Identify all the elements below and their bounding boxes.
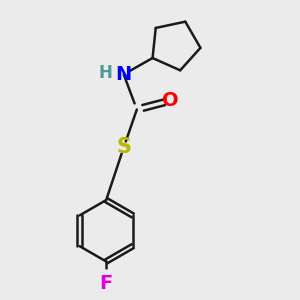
Text: O: O (162, 91, 179, 110)
Text: F: F (100, 274, 113, 293)
Text: H: H (99, 64, 112, 82)
Text: S: S (116, 137, 131, 158)
Text: N: N (116, 65, 132, 84)
